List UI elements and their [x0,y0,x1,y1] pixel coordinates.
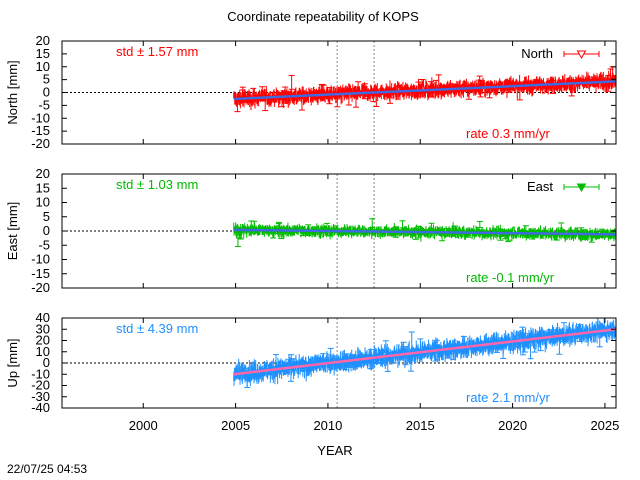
legend-marker [576,50,587,60]
y-tick-label: 15 [36,46,50,61]
y-tick-label: 10 [36,344,50,359]
chart-title: Coordinate repeatability of KOPS [227,9,419,24]
std-annotation: std ± 1.03 mm [116,177,198,192]
y-tick-label: 0 [43,355,50,370]
y-tick-label: 10 [36,195,50,210]
y-tick-label: -15 [31,123,50,138]
y-tick-label: 15 [36,180,50,195]
legend-label: North [521,46,553,61]
y-tick-label: 40 [36,310,50,325]
x-tick-label: 2010 [313,418,342,433]
x-tick-label: 2025 [590,418,619,433]
x-axis-label: YEAR [317,443,352,458]
y-tick-label: 10 [36,59,50,74]
y-axis-label: Up [mm] [5,338,20,387]
y-tick-label: -20 [31,280,50,295]
legend-marker [576,183,587,193]
x-axis: 2000 2005 2010 2015 2020 2025 [129,418,620,433]
rate-annotation: rate 0.3 mm/yr [466,126,550,141]
x-tick-label: 2005 [221,418,250,433]
y-tick-label: 20 [36,33,50,48]
series-points [233,318,616,389]
y-tick-label: 0 [43,85,50,100]
y-tick-label: -10 [31,252,50,267]
rate-annotation: rate 2.1 mm/yr [466,390,550,405]
y-tick-label: 5 [43,72,50,87]
legend-label: East [527,179,553,194]
y-tick-label: -20 [31,136,50,151]
y-tick-label: -15 [31,266,50,281]
trend-line [233,328,616,376]
y-tick-label: -10 [31,110,50,125]
y-tick-label: -30 [31,389,50,404]
timestamp: 22/07/25 04:53 [7,462,87,476]
y-tick-label: -10 [31,366,50,381]
x-tick-label: 2020 [498,418,527,433]
y-tick-label: -5 [38,237,50,252]
std-annotation: std ± 4.39 mm [116,321,198,336]
rate-annotation: rate -0.1 mm/yr [466,270,555,285]
y-axis-label: East [mm] [5,202,20,261]
y-tick-label: 0 [43,223,50,238]
y-tick-label: 20 [36,333,50,348]
trend-line [233,228,616,236]
y-tick-label: -40 [31,400,50,415]
y-axis-label: North [mm] [5,60,20,124]
x-tick-label: 2015 [406,418,435,433]
trend-line [233,80,616,101]
y-tick-label: 5 [43,209,50,224]
x-tick-label: 2000 [129,418,158,433]
y-tick-label: -20 [31,378,50,393]
std-annotation: std ± 1.57 mm [116,44,198,59]
y-tick-label: -5 [38,97,50,112]
y-tick-label: 30 [36,321,50,336]
y-tick-label: 20 [36,166,50,181]
